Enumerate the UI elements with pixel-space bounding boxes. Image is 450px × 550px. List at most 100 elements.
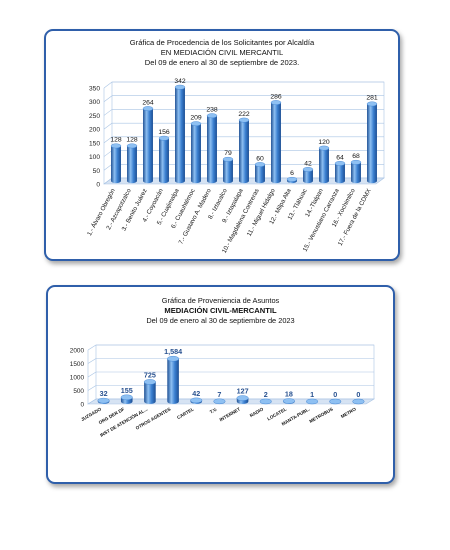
bar [238, 117, 250, 184]
bar [120, 394, 133, 405]
bar-value-label: 79 [224, 150, 232, 157]
chart2-subtitle: MEDIACIÓN CIVIL-MERCANTIL [164, 306, 277, 315]
bar-value-label: 32 [100, 389, 108, 398]
bar [174, 84, 186, 184]
bar-value-label: 64 [336, 154, 344, 161]
chart2-title: Gráfica de Proveniencia de Asuntos [161, 296, 280, 305]
bar-top [142, 106, 154, 111]
chart2-gridline-side [87, 385, 97, 391]
chart1-gridline-side [103, 136, 113, 144]
chart1-ytick-label: 200 [89, 127, 100, 134]
chart1-title: Gráfica de Procedencia de los Solicitant… [129, 38, 315, 47]
chart1-subtitle: EN MEDIACIÓN CIVIL MERCANTIL [160, 48, 284, 57]
chart1-ytick-label: 250 [89, 113, 100, 120]
bar-body [207, 115, 217, 184]
bar-value-label: 342 [174, 78, 186, 85]
bar [259, 398, 272, 405]
bar-top [334, 161, 346, 166]
bar [206, 113, 218, 184]
bar-top [282, 398, 295, 404]
bar-body [303, 169, 313, 184]
bar [282, 398, 295, 405]
bar-body [143, 108, 153, 184]
bar [236, 395, 249, 405]
bar-top [97, 397, 110, 404]
bar [110, 143, 122, 184]
bar [143, 379, 156, 405]
category-label: RADIO [249, 406, 265, 418]
bar [318, 145, 330, 184]
bar-value-label: 6 [290, 170, 294, 177]
bar [97, 397, 110, 405]
bar-top [206, 113, 218, 119]
bar-body [271, 102, 281, 184]
bar-top [213, 398, 226, 405]
bar-top [236, 395, 249, 401]
bar [190, 397, 203, 405]
bar-value-label: 264 [142, 99, 154, 106]
bar-value-label: 155 [121, 386, 133, 395]
bar-body [111, 145, 121, 184]
chart1-plot: 0 50 100 150 200 250 300 350 128 1.- Álvaro Obreg… [86, 78, 385, 254]
bar-value-label: 128 [126, 137, 138, 144]
bar-value-label: 238 [206, 107, 218, 114]
bar [286, 176, 298, 184]
bar [142, 106, 154, 184]
category-label: T.V. [209, 406, 218, 414]
bar [352, 398, 365, 405]
chart1-ytick-label: 350 [89, 86, 100, 93]
bar-value-label: 128 [110, 137, 122, 144]
bar-top [270, 100, 282, 105]
bar-top [254, 162, 266, 167]
bar-value-label: 1 [310, 390, 314, 399]
chart1-ytick-label: 50 [93, 168, 101, 175]
bar-body [159, 138, 169, 184]
bar-top [167, 355, 180, 362]
chart1-gridline-side [103, 164, 113, 171]
bar-top [120, 394, 133, 401]
bar-value-label: 2 [264, 390, 268, 399]
bar-body [367, 103, 377, 184]
bar-top [366, 101, 378, 107]
bar-value-label: 18 [285, 389, 293, 398]
bar-value-label: 1,584 [164, 347, 182, 356]
bar-value-label: 0 [333, 390, 337, 399]
bar [213, 398, 226, 405]
bar-value-label: 120 [318, 139, 330, 146]
chart-card-alcaldias: Gráfica de Procedencia de los Solicitant… [44, 29, 400, 261]
bar-body [335, 163, 345, 184]
bar-top [110, 143, 122, 149]
chart1-ytick-label: 150 [89, 140, 100, 147]
bar [167, 355, 180, 405]
category-label: CARTEL [176, 406, 195, 420]
chart1-gridline-side [103, 81, 113, 89]
bar-top [190, 121, 202, 127]
chart1-gridline-side [103, 109, 113, 116]
chart1-ytick-label: 100 [89, 154, 100, 161]
bar [329, 398, 342, 405]
chart2-ytick-label: 1500 [70, 361, 85, 368]
chart1-ytick-label: 300 [89, 99, 100, 106]
bar-value-label: 156 [158, 129, 170, 136]
bar-top [126, 143, 138, 149]
chart2-gridline-side [87, 344, 97, 351]
bar-body [255, 164, 265, 184]
chart1-gridline-side [103, 95, 113, 102]
bar [334, 161, 346, 184]
bar [302, 167, 314, 184]
category-label: 1.- Álvaro Obregón [86, 187, 117, 237]
bar-body [127, 145, 137, 184]
bar [350, 159, 362, 184]
bar-body [167, 358, 179, 405]
bar [126, 143, 138, 184]
chart2-gridline-side [87, 371, 97, 378]
bar-body [191, 123, 201, 184]
bar-value-label: 60 [256, 155, 264, 162]
bar [190, 121, 202, 184]
bar [222, 156, 234, 184]
chart2-ytick-label: 0 [80, 402, 84, 409]
chart2-date-range: Del 09 de enero al 30 de septiembre de 2… [146, 316, 295, 325]
bar-top [222, 156, 234, 162]
bar-top [350, 159, 362, 165]
bar-top [302, 167, 314, 172]
